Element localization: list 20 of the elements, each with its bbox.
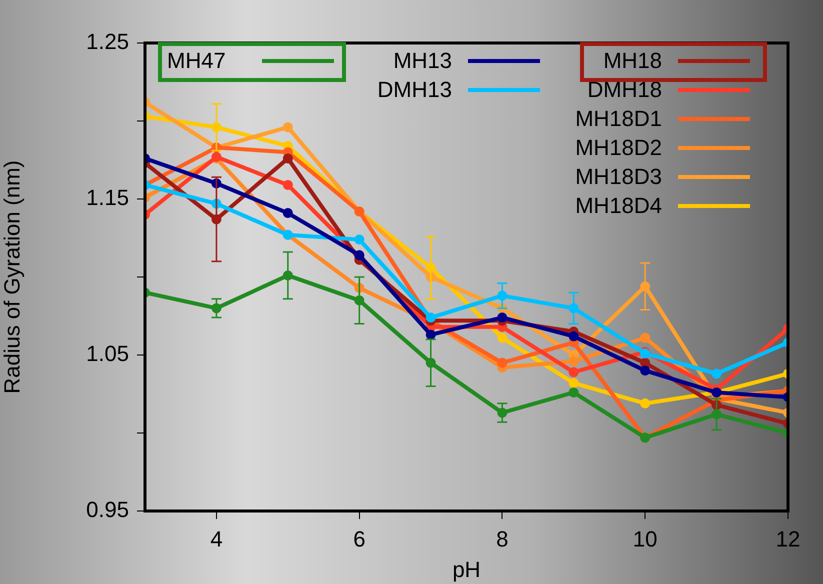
y-tick-label: 1.25 [86,29,129,54]
legend-label: DMH13 [377,77,452,103]
y-tick-label: 1.05 [86,341,129,366]
y-tick-label: 0.95 [86,497,129,522]
x-tick-label: 4 [210,526,223,552]
y-tick-label: 1.15 [86,185,129,210]
legend-label: MH13 [393,48,452,74]
x-axis-title: pH [452,556,481,582]
legend-label: DMH18 [587,77,662,103]
legend-label: MH18D2 [575,135,662,161]
x-tick-label: 8 [496,526,508,552]
legend-label: MH18D4 [575,193,662,219]
legend-label: MH18D1 [575,106,662,132]
legend-label: MH47 [167,48,226,74]
y-axis-title: Radius of Gyration (nm) [0,160,24,394]
legend-label: MH18D3 [575,164,662,190]
x-tick-label: 10 [632,526,658,552]
x-tick-label: 6 [353,526,366,552]
x-tick-label: 12 [776,526,800,552]
legend-label: MH18 [603,48,662,74]
